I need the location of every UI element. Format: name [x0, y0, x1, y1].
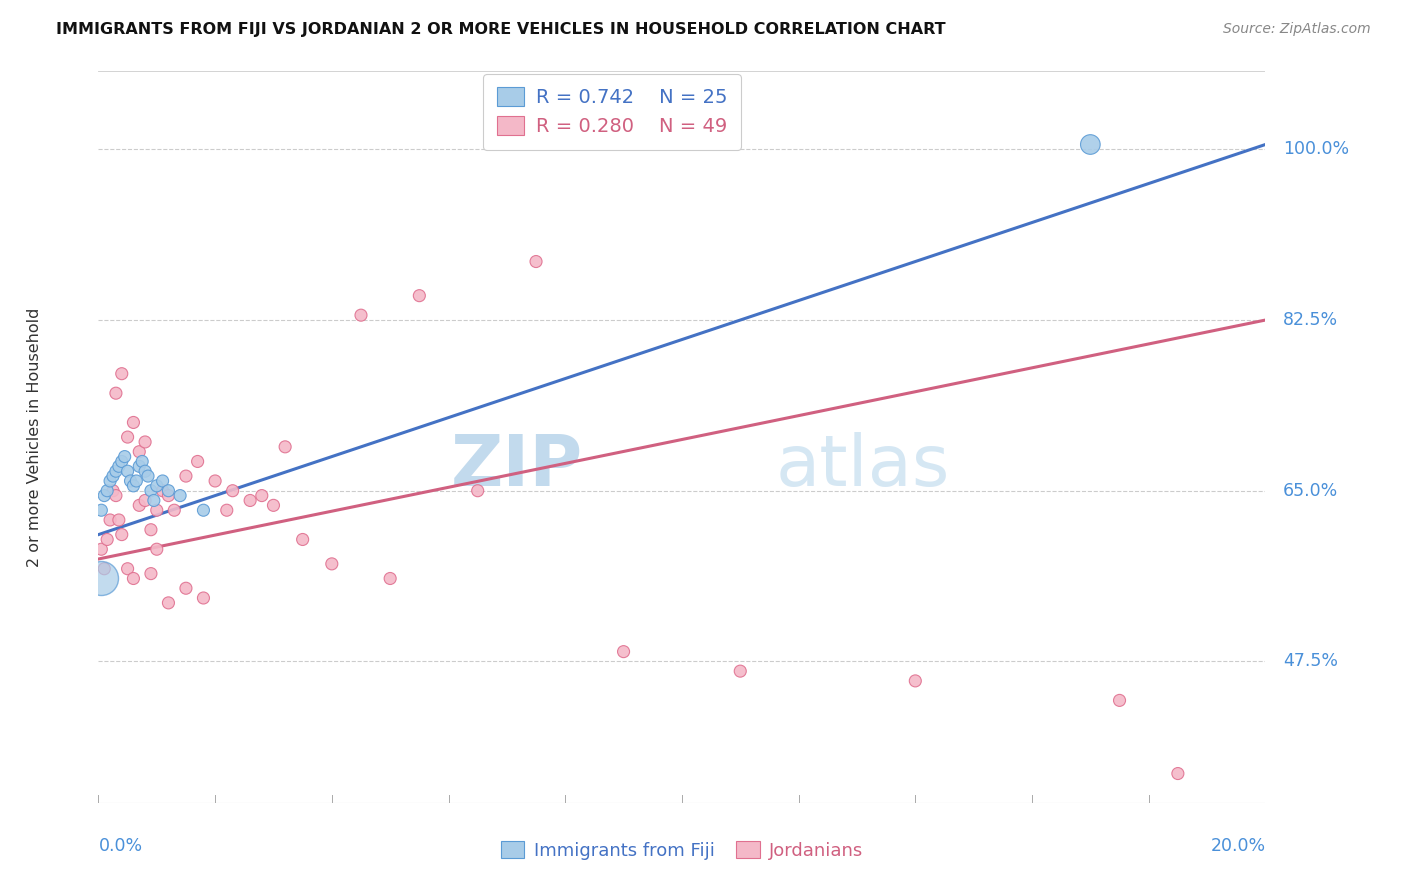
Point — [96, 483, 118, 498]
Point — [111, 367, 134, 381]
Point — [193, 503, 215, 517]
Point — [111, 454, 134, 468]
Point — [612, 645, 634, 659]
Point — [111, 527, 134, 541]
Point — [157, 596, 180, 610]
Point — [274, 440, 297, 454]
Point — [98, 474, 121, 488]
Text: Source: ZipAtlas.com: Source: ZipAtlas.com — [1223, 22, 1371, 37]
Point — [117, 562, 139, 576]
Point — [250, 489, 273, 503]
Point — [163, 503, 186, 517]
Point — [152, 474, 174, 488]
Point — [90, 542, 112, 557]
Point — [1108, 693, 1130, 707]
Point — [291, 533, 314, 547]
Legend: Immigrants from Fiji, Jordanians: Immigrants from Fiji, Jordanians — [494, 834, 870, 867]
Text: 100.0%: 100.0% — [1282, 140, 1348, 159]
Point — [139, 566, 162, 581]
Point — [193, 591, 215, 605]
Text: 82.5%: 82.5% — [1282, 311, 1339, 329]
Point — [157, 483, 180, 498]
Point — [239, 493, 262, 508]
Point — [321, 557, 343, 571]
Point — [128, 459, 150, 474]
Point — [96, 533, 118, 547]
Point — [174, 581, 197, 595]
Point — [408, 288, 430, 302]
Point — [157, 489, 180, 503]
Point — [122, 572, 145, 586]
Point — [169, 489, 191, 503]
Point — [93, 489, 115, 503]
Text: IMMIGRANTS FROM FIJI VS JORDANIAN 2 OR MORE VEHICLES IN HOUSEHOLD CORRELATION CH: IMMIGRANTS FROM FIJI VS JORDANIAN 2 OR M… — [56, 22, 946, 37]
Point — [221, 483, 243, 498]
Text: 2 or more Vehicles in Household: 2 or more Vehicles in Household — [27, 308, 42, 566]
Point — [117, 464, 139, 478]
Point — [98, 513, 121, 527]
Point — [467, 483, 489, 498]
Text: atlas: atlas — [775, 432, 949, 500]
Point — [104, 489, 127, 503]
Point — [104, 386, 127, 401]
Point — [90, 503, 112, 517]
Point — [139, 483, 162, 498]
Point — [174, 469, 197, 483]
Point — [93, 562, 115, 576]
Point — [1167, 766, 1189, 780]
Point — [122, 416, 145, 430]
Point — [134, 493, 156, 508]
Text: 20.0%: 20.0% — [1211, 837, 1265, 855]
Text: 0.0%: 0.0% — [98, 837, 142, 855]
Point — [146, 503, 169, 517]
Point — [104, 464, 127, 478]
Point — [146, 542, 169, 557]
Point — [204, 474, 226, 488]
Point — [120, 474, 142, 488]
Point — [1080, 137, 1102, 152]
Point — [904, 673, 927, 688]
Point — [187, 454, 209, 468]
Point — [108, 459, 131, 474]
Point — [136, 469, 159, 483]
Point — [128, 444, 150, 458]
Point — [350, 308, 373, 322]
Point — [134, 434, 156, 449]
Point — [262, 499, 284, 513]
Point — [128, 499, 150, 513]
Point — [134, 464, 156, 478]
Point — [152, 483, 174, 498]
Point — [378, 572, 402, 586]
Point — [90, 572, 112, 586]
Text: ZIP: ZIP — [450, 432, 582, 500]
Point — [524, 254, 547, 268]
Point — [125, 474, 148, 488]
Point — [114, 450, 136, 464]
Point — [101, 469, 124, 483]
Text: 65.0%: 65.0% — [1282, 482, 1339, 500]
Point — [101, 483, 124, 498]
Point — [131, 454, 153, 468]
Point — [117, 430, 139, 444]
Point — [139, 523, 162, 537]
Point — [146, 479, 169, 493]
Point — [108, 513, 131, 527]
Point — [142, 493, 165, 508]
Text: 47.5%: 47.5% — [1282, 652, 1339, 671]
Point — [215, 503, 238, 517]
Point — [730, 664, 752, 678]
Point — [122, 479, 145, 493]
